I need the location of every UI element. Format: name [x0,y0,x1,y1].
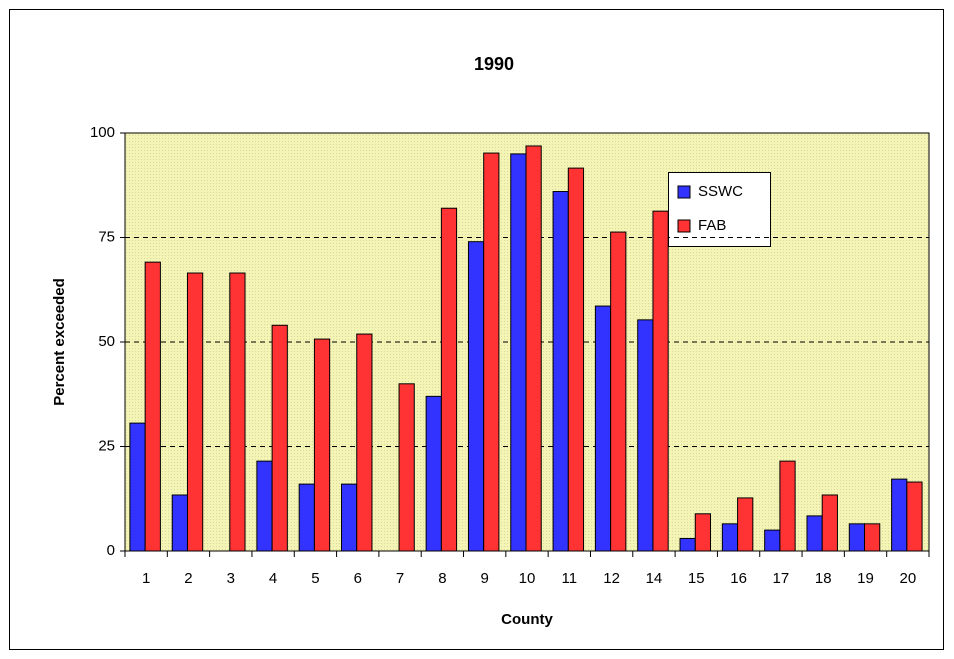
x-tick-label: 16 [730,570,747,587]
bar [298,483,315,552]
bar [510,153,527,552]
chart-title: 1990 [474,54,514,74]
y-tick-label: 0 [107,542,115,559]
bar [779,460,796,552]
bar [906,481,923,552]
bar [341,483,358,552]
x-tick-label: 3 [227,570,235,587]
x-tick-label: 19 [857,570,874,587]
bar [610,231,627,552]
x-tick-label: 10 [519,570,536,587]
bar [256,460,273,552]
bar [679,537,696,552]
bar [186,272,204,552]
bar [313,338,331,552]
bar [467,241,485,552]
y-tick-label: 25 [98,437,115,454]
legend: SSWC FAB [668,172,771,247]
y-axis-label: Percent exceeded [51,278,68,406]
legend-swatch [677,185,691,199]
x-axis-label: County [501,611,553,628]
legend-label: FAB [698,217,726,234]
bar [398,383,415,552]
plot-border [124,132,930,552]
x-tick-label: 12 [603,570,620,587]
bar [594,305,612,552]
bar [652,210,669,552]
bar [694,513,711,552]
x-tick-label: 1 [142,570,150,587]
x-tick-label: 17 [773,570,790,587]
x-tick-label: 6 [354,570,362,587]
bar [440,207,458,552]
x-tick-label: 8 [438,570,446,587]
x-tick-label: 14 [646,570,663,587]
bar [425,395,442,552]
x-tick-label: 5 [311,570,319,587]
bar [567,167,585,552]
bar [356,333,373,552]
bar [144,261,161,552]
x-tick-label: 4 [269,570,277,587]
bar [891,478,908,552]
y-tick-label: 75 [98,228,115,245]
y-tick-label: 50 [98,333,115,350]
x-tick-label: 11 [562,570,578,587]
x-tick-label: 9 [481,570,489,587]
legend-swatch [677,219,691,233]
bar [552,191,569,552]
bar [737,497,754,552]
bar [171,494,188,552]
x-tick-label: 15 [688,570,705,587]
y-tick-label: 100 [90,124,115,141]
x-tick-label: 7 [396,570,404,587]
legend-box [668,172,771,247]
legend-label: SSWC [698,183,743,200]
bar [525,145,542,552]
x-tick-label: 2 [184,570,192,587]
bar [864,523,881,552]
bar [848,523,866,552]
bar [806,515,823,552]
bar [129,422,146,552]
x-tick-label: 20 [899,570,916,587]
bar [764,529,781,552]
bar [821,494,838,552]
bar [637,319,654,552]
bar [721,523,739,552]
bar [229,272,246,552]
x-tick-label: 18 [815,570,832,587]
bar [271,324,288,552]
bar [483,152,500,552]
